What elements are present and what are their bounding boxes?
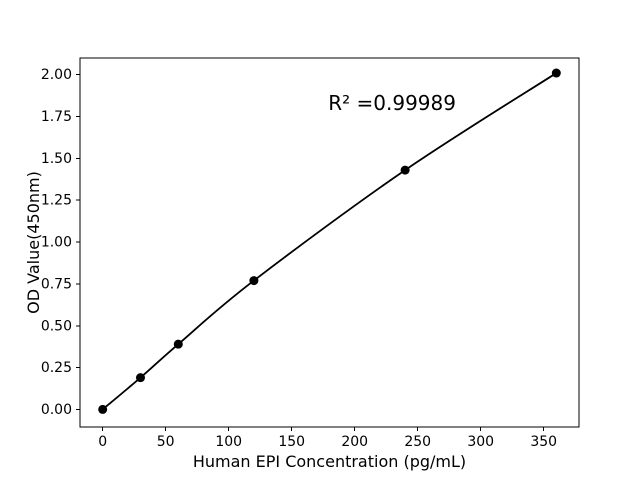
data-point [400,165,410,175]
data-point [249,276,259,286]
r-squared-annotation: R² =0.99989 [328,91,456,115]
data-point [98,404,108,414]
x-tick-label: 300 [467,434,494,450]
y-axis-label: OD Value(450nm) [24,171,43,314]
y-tick-label: 0.50 [41,318,72,334]
data-point [173,339,183,349]
x-tick-label: 150 [278,434,305,450]
data-point [551,68,561,78]
data-point [135,373,145,383]
y-tick-label: 1.75 [41,109,72,125]
x-tick-label: 100 [215,434,242,450]
y-tick-label: 0.00 [41,402,72,418]
y-tick-label: 2.00 [41,67,72,83]
y-tick-label: 1.50 [41,151,72,167]
x-tick-label: 50 [157,434,175,450]
y-tick-label: 1.00 [41,235,72,251]
x-tick-label: 0 [98,434,107,450]
y-tick-label: 1.25 [41,193,72,209]
x-tick-label: 250 [404,434,431,450]
y-tick-label: 0.75 [41,276,72,292]
x-tick-label: 350 [530,434,557,450]
y-tick-label: 0.25 [41,360,72,376]
x-axis-label: Human EPI Concentration (pg/mL) [193,452,466,471]
x-tick-label: 200 [341,434,368,450]
